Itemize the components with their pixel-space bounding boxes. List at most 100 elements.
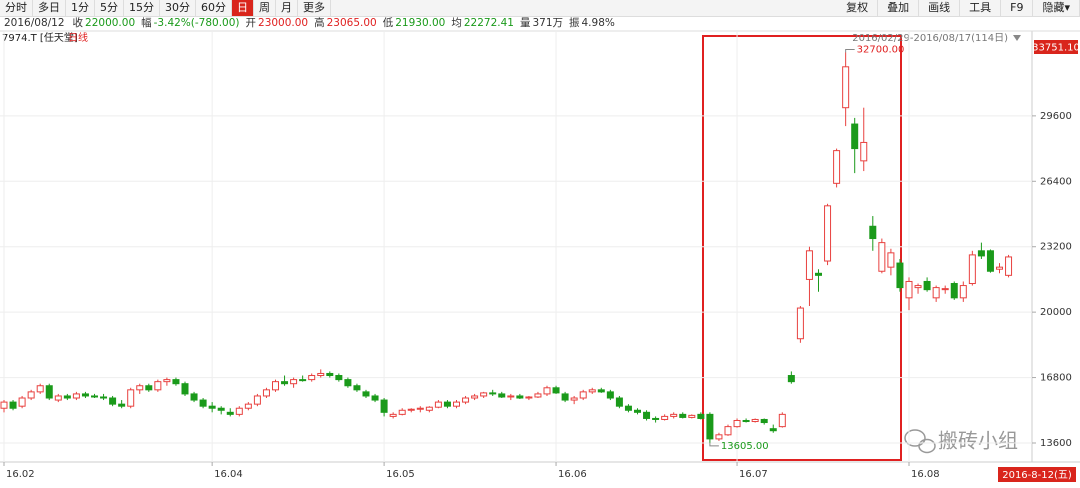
candle-body — [344, 379, 352, 387]
toolbar-button[interactable]: F9 — [1001, 0, 1034, 16]
candle-body — [869, 225, 877, 240]
max-pointer — [845, 48, 855, 53]
candle-body — [290, 379, 298, 385]
toolbar-button[interactable]: 日 — [232, 0, 254, 16]
toolbar-button[interactable]: 画线 — [919, 0, 961, 16]
candle-body — [380, 399, 388, 413]
toolbar-button[interactable]: 60分 — [196, 0, 232, 16]
min-pointer — [709, 442, 719, 447]
toolbar-button[interactable]: 叠加 — [878, 0, 920, 16]
candle-body — [181, 383, 189, 395]
quote-value: -3.42%(-780.00) — [153, 17, 240, 29]
candle-body — [281, 381, 289, 385]
toolbar-button[interactable]: 更多 — [298, 0, 331, 16]
candle-body — [652, 417, 660, 420]
top-price-tag — [1034, 40, 1078, 54]
candle-body — [941, 288, 949, 291]
candle-body — [896, 262, 904, 289]
candle-body — [362, 391, 370, 397]
candle-body — [217, 407, 225, 411]
cursor-date: 2016-8-12(五) — [1002, 470, 1072, 481]
toolbar-button[interactable]: 周 — [254, 0, 276, 16]
y-tick-label: 23200 — [1040, 242, 1072, 253]
candle-body — [72, 393, 80, 399]
candle-body — [606, 391, 614, 399]
candle-body — [751, 418, 759, 423]
candle-body — [887, 252, 895, 268]
candle-body — [118, 403, 126, 407]
candle-body — [190, 393, 198, 401]
candle-body — [824, 205, 832, 262]
quote-label: 高 — [314, 17, 325, 29]
candle-body — [715, 434, 723, 440]
toolbar-right: 复权 叠加 画线 工具 F9 隐藏▾ — [837, 0, 1080, 16]
candle-body — [36, 385, 44, 393]
candle-body — [878, 242, 886, 272]
watermark-icon — [904, 429, 936, 454]
candle-body — [145, 385, 153, 391]
candle-body — [688, 414, 696, 418]
candle-body — [1005, 256, 1013, 276]
quote-value: 21930.00 — [395, 17, 446, 29]
x-tick-label: 16.05 — [386, 469, 415, 480]
toolbar-button[interactable]: 分时 — [0, 0, 33, 16]
candle-body — [480, 392, 488, 397]
candle-body — [851, 123, 859, 150]
candle-body — [805, 250, 813, 280]
range-dropdown[interactable] — [1013, 35, 1021, 41]
quote-value: 22000.00 — [85, 17, 136, 29]
quote-date: 2016/08/12 — [4, 17, 65, 29]
toolbar-left: 分时 多日 1分 5分 15分 30分 60分日周月更多 — [0, 0, 331, 16]
quote-bar: 2016/08/12 收 22000.00 幅 -3.42%(-780.00) 开 2300… — [4, 17, 621, 30]
x-tick-label: 16.07 — [739, 469, 768, 480]
candle-body — [661, 415, 669, 420]
candle-body — [670, 413, 678, 417]
toolbar-button[interactable]: 复权 — [837, 0, 879, 16]
candle-body — [706, 413, 714, 440]
candle-body — [588, 389, 596, 393]
candle-body — [407, 408, 415, 411]
candle-body — [760, 418, 768, 424]
candle-body — [45, 385, 53, 399]
candle-body — [543, 387, 551, 395]
quote-label: 幅 — [141, 17, 152, 29]
quote-value: 371万 — [532, 17, 563, 29]
toolbar-button[interactable]: 1分 — [66, 0, 95, 16]
candle-body — [950, 283, 958, 299]
candle-body — [154, 381, 162, 391]
candle-body — [18, 397, 26, 407]
toolbar-button[interactable]: 30分 — [160, 0, 196, 16]
candle-body — [443, 401, 451, 407]
candle-body — [697, 413, 705, 419]
candle-body — [977, 250, 985, 257]
candle-body — [643, 411, 651, 419]
candle-body — [561, 393, 569, 401]
candle-body — [787, 375, 795, 383]
candle-body — [516, 395, 524, 399]
candle-body — [0, 401, 8, 409]
toolbar-button[interactable]: 月 — [276, 0, 298, 16]
toolbar-button[interactable]: 多日 — [33, 0, 66, 16]
y-tick-label: 26400 — [1040, 176, 1072, 187]
candle-body — [9, 401, 17, 409]
toolbar-button[interactable]: 5分 — [95, 0, 124, 16]
candle-body — [253, 395, 261, 405]
candle-body — [769, 428, 777, 432]
candle-body — [172, 379, 180, 385]
candle-body — [498, 393, 506, 398]
candle-body — [398, 409, 406, 415]
toolbar-button[interactable]: 工具 — [960, 0, 1002, 16]
candle-body — [579, 391, 587, 399]
quote-label: 开 — [245, 17, 257, 29]
min-label: 13605.00 — [721, 441, 769, 452]
x-tick-label: 16.02 — [6, 469, 35, 480]
candle-body — [996, 266, 1003, 270]
candle-body — [434, 401, 442, 408]
candle-body — [100, 396, 108, 399]
candle-body — [226, 411, 234, 415]
toolbar-button[interactable]: 15分 — [124, 0, 160, 16]
candle-body — [570, 397, 578, 401]
candle-body — [742, 419, 750, 423]
range-label: 2016/02/29-2016/08/17(114日) — [852, 33, 1008, 44]
